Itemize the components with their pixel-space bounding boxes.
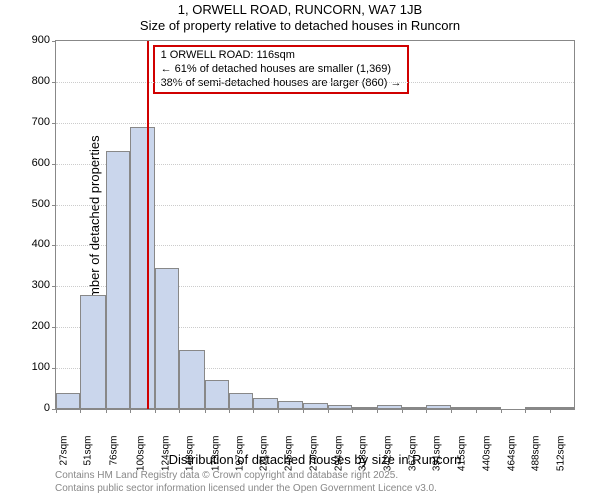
xtick — [525, 409, 526, 413]
xtick — [303, 409, 304, 413]
xtick — [476, 409, 477, 413]
annotation-box: 1 ORWELL ROAD: 116sqm ← 61% of detached … — [153, 45, 410, 94]
xtick-label: 173sqm — [210, 436, 221, 472]
xtick — [205, 409, 206, 413]
xtick-label: 100sqm — [136, 436, 147, 472]
chart-title-line2: Size of property relative to detached ho… — [0, 18, 600, 33]
ytick-label: 0 — [20, 402, 50, 414]
xtick-label: 367sqm — [407, 436, 418, 472]
ytick — [52, 286, 56, 287]
footer-copyright-1: Contains HM Land Registry data © Crown c… — [55, 470, 398, 481]
histogram-bar — [278, 401, 303, 409]
annotation-line2: ← 61% of detached houses are smaller (1,… — [161, 63, 402, 77]
xtick-label: 221sqm — [259, 436, 270, 472]
histogram-bar — [205, 380, 229, 409]
ytick-label: 700 — [20, 116, 50, 128]
histogram-bar — [328, 405, 352, 409]
xtick — [328, 409, 329, 413]
histogram-bar — [550, 407, 574, 409]
histogram-bar — [303, 403, 327, 409]
histogram-bar — [155, 268, 179, 409]
ytick-label: 900 — [20, 34, 50, 46]
xtick — [501, 409, 502, 413]
ytick-label: 500 — [20, 198, 50, 210]
xtick — [402, 409, 403, 413]
xtick — [550, 409, 551, 413]
xtick-label: 294sqm — [333, 436, 344, 472]
histogram-bar — [352, 407, 376, 409]
xtick-label: 245sqm — [283, 436, 294, 472]
ytick-label: 400 — [20, 238, 50, 250]
xtick — [155, 409, 156, 413]
ytick-label: 100 — [20, 361, 50, 373]
xtick — [56, 409, 57, 413]
ytick — [52, 205, 56, 206]
histogram-bar — [130, 127, 154, 409]
xtick-label: 391sqm — [432, 436, 443, 472]
xtick — [179, 409, 180, 413]
xtick-label: 27sqm — [59, 436, 70, 466]
ytick — [52, 327, 56, 328]
xtick-label: 197sqm — [234, 436, 245, 472]
ytick — [52, 368, 56, 369]
annotation-line3: 38% of semi-detached houses are larger (… — [161, 77, 402, 91]
histogram-bar — [426, 405, 450, 409]
histogram-bar — [80, 295, 105, 409]
xtick-label: 342sqm — [382, 436, 393, 472]
xtick — [80, 409, 81, 413]
histogram-bar — [253, 398, 277, 409]
xtick — [426, 409, 427, 413]
ytick — [52, 82, 56, 83]
annotation-line1: 1 ORWELL ROAD: 116sqm — [161, 49, 402, 63]
xtick-label: 76sqm — [108, 436, 119, 466]
xtick-label: 318sqm — [357, 436, 368, 472]
histogram-bar — [179, 350, 204, 409]
plot-area: 1 ORWELL ROAD: 116sqm ← 61% of detached … — [55, 40, 575, 410]
ytick-label: 600 — [20, 157, 50, 169]
xtick-label: 464sqm — [506, 436, 517, 472]
ytick — [52, 41, 56, 42]
xtick-label: 124sqm — [160, 436, 171, 472]
chart-container: 1, ORWELL ROAD, RUNCORN, WA7 1JB Size of… — [0, 0, 600, 500]
xtick — [229, 409, 230, 413]
gridline — [56, 82, 574, 83]
footer-copyright-2: Contains public sector information licen… — [55, 483, 437, 494]
ytick — [52, 123, 56, 124]
xtick — [451, 409, 452, 413]
xtick — [278, 409, 279, 413]
chart-title-line1: 1, ORWELL ROAD, RUNCORN, WA7 1JB — [0, 2, 600, 17]
gridline — [56, 123, 574, 124]
xtick-label: 415sqm — [456, 436, 467, 472]
histogram-bar — [106, 151, 130, 409]
ytick — [52, 164, 56, 165]
histogram-bar — [402, 407, 426, 409]
histogram-bar — [525, 407, 549, 409]
xtick-label: 440sqm — [482, 436, 493, 472]
xtick-label: 488sqm — [530, 436, 541, 472]
xtick-label: 270sqm — [309, 436, 320, 472]
xtick — [377, 409, 378, 413]
marker-line — [147, 41, 149, 409]
xtick — [130, 409, 131, 413]
ytick-label: 200 — [20, 320, 50, 332]
xtick-label: 512sqm — [555, 436, 566, 472]
histogram-bar — [56, 393, 80, 409]
xtick-label: 51sqm — [83, 436, 94, 466]
ytick-label: 800 — [20, 75, 50, 87]
histogram-bar — [377, 405, 402, 409]
ytick — [52, 245, 56, 246]
xtick — [106, 409, 107, 413]
ytick-label: 300 — [20, 279, 50, 291]
histogram-bar — [451, 407, 476, 409]
histogram-bar — [229, 393, 253, 409]
xtick-label: 148sqm — [184, 436, 195, 472]
xtick — [352, 409, 353, 413]
xtick — [253, 409, 254, 413]
histogram-bar — [476, 407, 500, 409]
